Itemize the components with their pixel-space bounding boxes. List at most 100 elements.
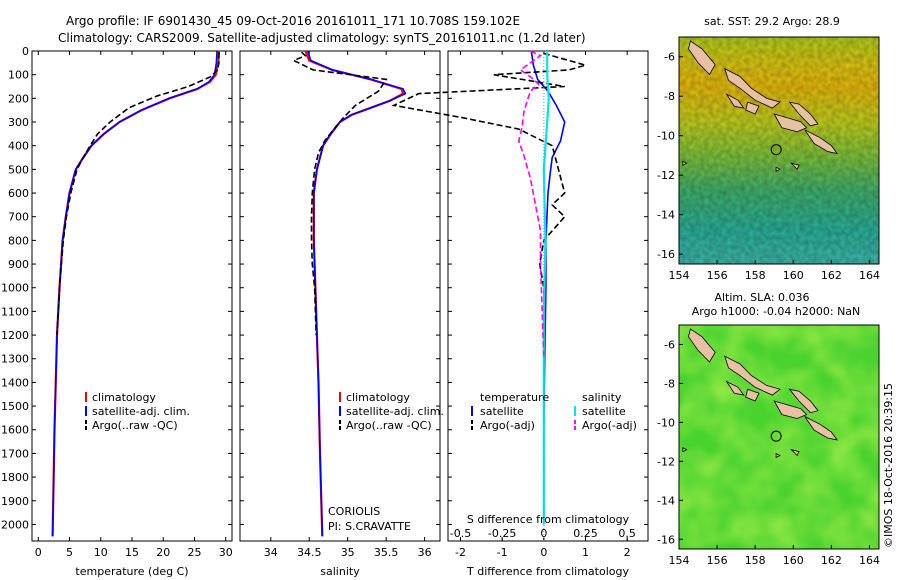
- lat-tick-label: -12: [657, 169, 675, 182]
- y-tick-label: 1200: [1, 329, 29, 342]
- temperature-plot: 0 5 10 15 20 25 300100200300400500600700800900…: [1, 45, 233, 559]
- y-tick-label: 1900: [1, 495, 29, 508]
- y-tick-label: 1400: [1, 376, 29, 389]
- x-tick-label: 25: [188, 546, 202, 559]
- sla-map: 154 156 158 160 162 164 -6 -8 -10 -12 -14 -16: [657, 324, 880, 567]
- temperature-axes: [31, 50, 233, 542]
- lat-tick-label: -8: [664, 377, 675, 390]
- sla-map-axes: 154 156 158 160 162 164 -6 -8 -10 -12 -14 -16: [657, 338, 880, 567]
- y-tick-label: 1100: [1, 305, 29, 318]
- island-shape: [788, 388, 819, 414]
- y-tick-label: 1300: [1, 353, 29, 366]
- island-shape: [775, 452, 781, 459]
- y-tick-label: 1800: [1, 471, 29, 484]
- solomon-islands-land: [682, 40, 839, 172]
- x-tick-label: 30: [219, 546, 233, 559]
- legend-argo: Argo(..raw -QC): [92, 419, 178, 432]
- legend-satellite: satellite-adj. clim.: [346, 405, 444, 418]
- x-tick-label: 0: [35, 546, 42, 559]
- lat-tick-label: -10: [657, 130, 675, 143]
- lat-tick-label: -16: [657, 533, 675, 546]
- difference-legend: temperature salinity satellite Argo(-adj…: [471, 391, 637, 432]
- series-climatology: [51, 50, 220, 537]
- lon-tick-label: 154: [669, 269, 690, 282]
- temperature-legend: climatology satellite-adj. clim. Argo(..…: [85, 391, 190, 432]
- x-tick-label: 36: [418, 546, 432, 559]
- pi-label: PI: S.CRAVATTE: [328, 520, 411, 533]
- s-difference-xlabel: S difference from climatology: [467, 513, 630, 526]
- y-tick-label: 600: [8, 187, 29, 200]
- y-tick-label: 1000: [1, 282, 29, 295]
- lat-tick-label: -10: [657, 416, 675, 429]
- series-satellite-adj-clim: [51, 50, 218, 537]
- lon-tick-label: 156: [707, 269, 728, 282]
- lon-tick-label: 156: [707, 554, 728, 567]
- x-tick-label: 5: [66, 546, 73, 559]
- x-tick-label: 35.5: [374, 546, 399, 559]
- y-tick-label: 200: [8, 92, 29, 105]
- sst-noise: [679, 37, 879, 264]
- island-shape: [682, 160, 688, 166]
- island-shape: [804, 129, 839, 155]
- lon-tick-label: 164: [859, 269, 880, 282]
- legend-temperature-header: temperature: [480, 391, 549, 404]
- x-tick-label: 15: [125, 546, 139, 559]
- salinity-plot: 34 34.5 35 35.5 36: [240, 50, 440, 559]
- y-tick-label: 1700: [1, 447, 29, 460]
- island-shape: [682, 447, 688, 453]
- profile-location-marker: [770, 430, 782, 442]
- series-temperature-argo-adj: [391, 52, 589, 336]
- series-salinity-argo-adj: [517, 50, 545, 359]
- lat-tick-label: -8: [664, 90, 675, 103]
- x-tick-label: 20: [156, 546, 170, 559]
- island-shape: [804, 416, 839, 441]
- lat-tick-label: -14: [657, 494, 675, 507]
- legend-temp-satellite: satellite: [480, 405, 524, 418]
- y-tick-label: 700: [8, 211, 29, 224]
- legend-sal-satellite: satellite: [582, 405, 626, 418]
- x-tick-label: 35: [341, 546, 355, 559]
- legend-salinity-header: salinity: [582, 391, 622, 404]
- island-shape: [688, 40, 716, 76]
- x-tick-label: 1: [582, 546, 589, 559]
- profile-location-marker: [770, 144, 782, 156]
- island-shape: [773, 400, 808, 419]
- x-tick-label: 2: [624, 546, 631, 559]
- legend-satellite: satellite-adj. clim.: [92, 405, 190, 418]
- island-shape: [725, 380, 745, 396]
- series-argo-raw-qc: [291, 51, 388, 336]
- legend-climatology: climatology: [346, 391, 410, 404]
- lon-tick-label: 154: [669, 554, 690, 567]
- solomon-islands-land: [682, 328, 839, 459]
- island-shape: [745, 388, 760, 402]
- data-center-label: CORIOLIS: [328, 505, 380, 518]
- island-shape: [775, 166, 781, 172]
- y-tick-label: 400: [8, 140, 29, 153]
- y-tick-label: 900: [8, 258, 29, 271]
- island-shape: [745, 101, 760, 115]
- x2-tick-label: 0: [540, 527, 547, 540]
- legend-argo: Argo(..raw -QC): [346, 419, 432, 432]
- header-line1: Argo profile: IF 6901430_45 09-Oct-2016 …: [66, 14, 520, 28]
- x-tick-label: 34: [264, 546, 278, 559]
- legend-temp-argo: Argo(-adj): [480, 419, 535, 432]
- lon-tick-label: 162: [821, 269, 842, 282]
- sst-map-axes: 154 156 158 160 162 164 -6 -8 -10 -12 -14 -16: [657, 51, 880, 282]
- y-tick-label: 300: [8, 116, 29, 129]
- lat-tick-label: -16: [657, 248, 675, 261]
- island-shape: [788, 101, 819, 127]
- lon-tick-label: 158: [745, 269, 766, 282]
- lon-tick-label: 158: [745, 554, 766, 567]
- island-shape: [724, 355, 781, 396]
- y-tick-label: 500: [8, 163, 29, 176]
- lat-tick-label: -12: [657, 455, 675, 468]
- legend-climatology: climatology: [92, 391, 156, 404]
- x2-tick-label: -0.5: [450, 527, 471, 540]
- island-shape: [688, 328, 716, 363]
- difference-plot: -2 -1 0 1 2 -0.5 -0.25 0 0.25 0.5: [391, 50, 648, 559]
- sla-blobs: [679, 325, 879, 549]
- x-tick-label: -2: [455, 546, 466, 559]
- lon-tick-label: 160: [783, 554, 804, 567]
- lon-tick-label: 162: [821, 554, 842, 567]
